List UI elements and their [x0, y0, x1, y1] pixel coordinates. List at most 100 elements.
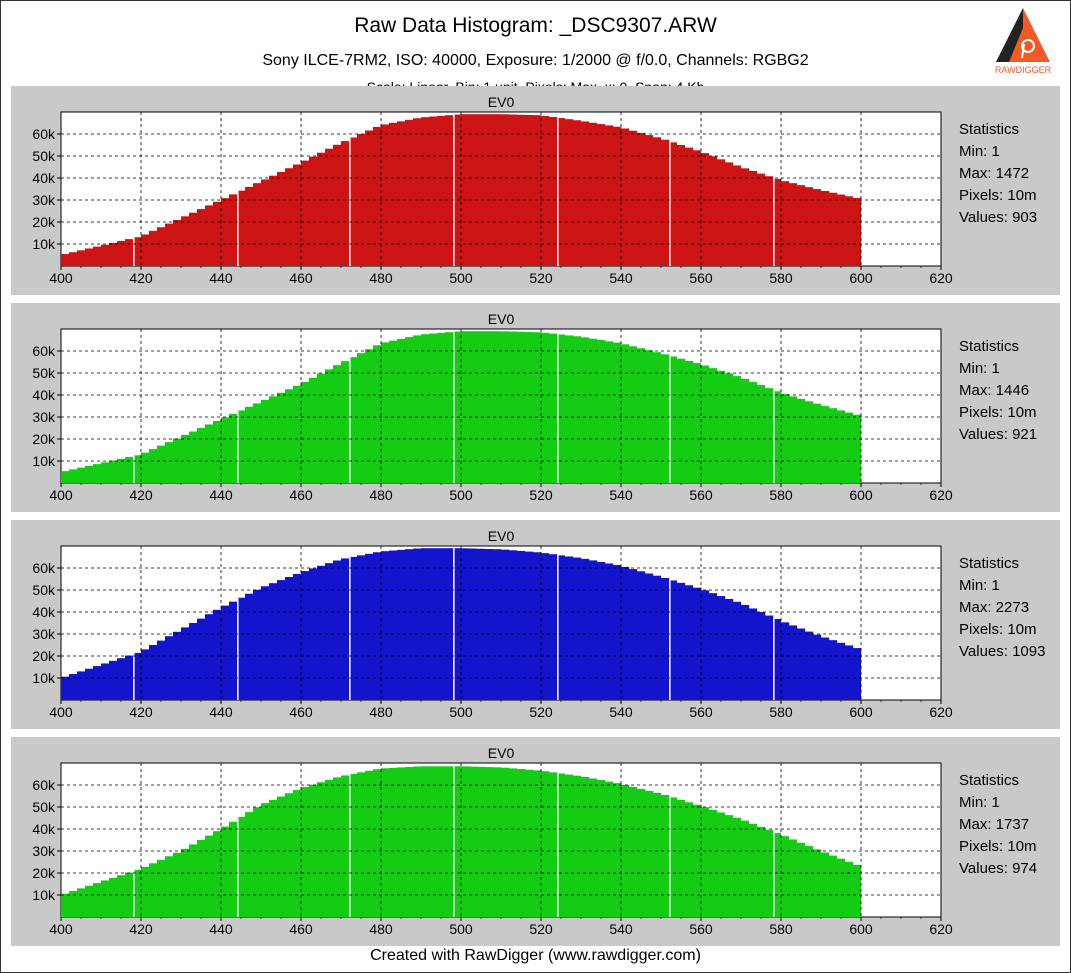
y-tick-label: 30k [32, 192, 56, 208]
bar [117, 240, 126, 266]
bar [653, 792, 662, 917]
bar [165, 442, 174, 483]
bar [717, 159, 726, 266]
bin-gap [557, 555, 559, 700]
bar [549, 116, 558, 266]
bar [77, 250, 86, 266]
bar [365, 349, 374, 483]
x-tick-label: 400 [49, 921, 73, 937]
panel-title: EV0 [488, 745, 515, 761]
bar [637, 788, 646, 917]
bar [805, 846, 814, 917]
bar [261, 179, 270, 266]
bar [797, 628, 806, 700]
bar [573, 336, 582, 483]
bar [350, 773, 357, 917]
x-tick-label: 540 [609, 487, 633, 503]
bar [757, 385, 766, 483]
x-tick-label: 480 [369, 270, 393, 286]
bar [454, 766, 461, 917]
bar [541, 771, 550, 917]
bar [485, 548, 494, 700]
x-tick-label: 580 [769, 921, 793, 937]
bar [429, 548, 438, 700]
y-tick-label: 50k [32, 148, 56, 164]
stats-heading: Statistics [959, 772, 1019, 789]
x-tick-label: 440 [209, 921, 233, 937]
bar [181, 848, 190, 917]
bars [61, 331, 862, 483]
bar [677, 145, 686, 266]
bar [134, 237, 141, 266]
bin-gap [349, 137, 351, 266]
x-tick-label: 620 [929, 921, 953, 937]
bar [381, 768, 390, 917]
bar [77, 467, 86, 483]
bar [485, 331, 494, 483]
bin-gap [349, 556, 351, 700]
bar [637, 571, 646, 700]
bar [629, 786, 638, 917]
bar [805, 631, 814, 700]
y-tick-label: 50k [32, 365, 56, 381]
x-tick-label: 540 [609, 921, 633, 937]
bar [253, 183, 262, 266]
bar [69, 674, 78, 700]
bar [677, 582, 686, 700]
bar [558, 118, 565, 266]
bar [125, 457, 134, 483]
bar [365, 770, 374, 917]
x-tick-label: 500 [449, 921, 473, 937]
bar [774, 832, 781, 917]
bar [549, 772, 558, 917]
x-tick-label: 620 [929, 270, 953, 286]
histogram-r: 10k 20k 30k 40k 50k 60k 400 420 440 460 480 500 520 5… [32, 94, 1037, 286]
bar [213, 420, 222, 483]
bar [749, 170, 758, 266]
bar [741, 168, 750, 266]
bar [733, 601, 742, 700]
bar [261, 803, 270, 917]
bin-gap [237, 190, 239, 266]
bar [813, 849, 822, 917]
bar [765, 829, 774, 917]
bar [821, 852, 830, 917]
bar [101, 462, 110, 483]
bar [373, 552, 382, 700]
bar [517, 550, 526, 700]
bar [853, 864, 862, 917]
bar [685, 147, 694, 266]
bar [238, 816, 245, 917]
bar [701, 807, 710, 917]
bar [445, 766, 454, 917]
bar [797, 842, 806, 917]
bar [605, 125, 614, 266]
bar [661, 354, 670, 483]
bar [341, 558, 350, 700]
bar [581, 337, 590, 483]
bar [493, 767, 502, 917]
y-tick-label: 40k [32, 387, 56, 403]
bar [341, 141, 350, 266]
x-tick-label: 600 [849, 487, 873, 503]
stats-min: Min: 1 [959, 360, 1000, 377]
bar [670, 580, 677, 700]
bar [493, 549, 502, 700]
x-tick-label: 480 [369, 487, 393, 503]
bar [261, 399, 270, 483]
bar [269, 175, 278, 266]
x-tick-label: 440 [209, 487, 233, 503]
bar [293, 164, 302, 266]
bin-gap [557, 773, 559, 917]
bar [317, 373, 326, 483]
y-tick-label: 50k [32, 799, 56, 815]
bar [589, 778, 598, 917]
x-tick-label: 500 [449, 270, 473, 286]
bar [213, 609, 222, 700]
bar [477, 114, 486, 266]
bin-gap [237, 816, 239, 917]
bar [829, 408, 838, 483]
bar [157, 859, 166, 917]
bar [357, 353, 366, 483]
bar [229, 413, 238, 483]
